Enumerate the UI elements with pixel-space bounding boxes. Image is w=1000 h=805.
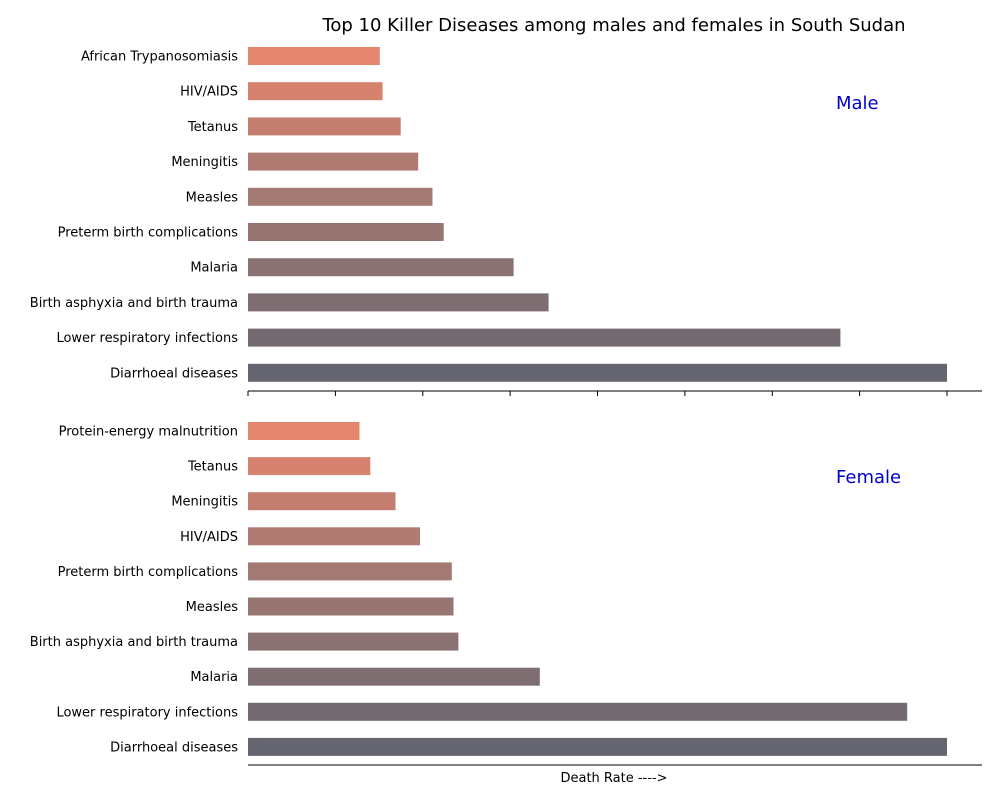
female-bar [248, 457, 370, 475]
female-bar [248, 668, 540, 686]
female-tick-label: Birth asphyxia and birth trauma [30, 635, 238, 650]
male-bar [248, 117, 401, 135]
male-tick-label: Tetanus [187, 120, 238, 135]
female-tick-label: Meningitis [171, 495, 238, 510]
male-bar [248, 153, 418, 171]
male-tick-label: HIV/AIDS [180, 85, 238, 100]
female-tick-label: HIV/AIDS [180, 530, 238, 545]
female-bar [248, 598, 454, 616]
male-panel-label: Male [836, 93, 879, 114]
male-tick-label: Preterm birth complications [58, 226, 239, 241]
female-bar [248, 527, 420, 545]
female-tick-label: Diarrhoeal diseases [110, 740, 238, 755]
female-tick-label: Measles [186, 600, 239, 615]
male-bar [248, 329, 840, 347]
male-tick-label: Lower respiratory infections [56, 331, 238, 346]
female-bar [248, 562, 452, 580]
female-bar [248, 703, 907, 721]
female-panel-label: Female [836, 467, 901, 488]
male-bar [248, 258, 514, 276]
male-bar [248, 82, 383, 100]
female-bar [248, 492, 396, 510]
female-tick-label: Malaria [190, 670, 238, 685]
female-tick-label: Lower respiratory infections [56, 705, 238, 720]
male-tick-label: Meningitis [171, 155, 238, 170]
male-bar [248, 47, 380, 65]
male-tick-label: Birth asphyxia and birth trauma [30, 296, 238, 311]
male-bar [248, 188, 433, 206]
male-tick-label: Measles [186, 190, 239, 205]
male-bar [248, 223, 444, 241]
male-tick-label: Malaria [190, 261, 238, 276]
male-bar [248, 364, 947, 382]
male-tick-label: African Trypanosomiasis [81, 50, 238, 65]
female-tick-label: Tetanus [187, 460, 238, 475]
female-tick-label: Preterm birth complications [58, 565, 239, 580]
chart-title: Top 10 Killer Diseases among males and f… [321, 15, 905, 36]
male-tick-label: Diarrhoeal diseases [110, 366, 238, 381]
male-bar [248, 293, 549, 311]
x-axis-label: Death Rate ----> [560, 771, 667, 786]
female-bar [248, 633, 458, 651]
female-bar [248, 738, 947, 756]
female-bar [248, 422, 360, 440]
female-tick-label: Protein-energy malnutrition [59, 425, 238, 440]
